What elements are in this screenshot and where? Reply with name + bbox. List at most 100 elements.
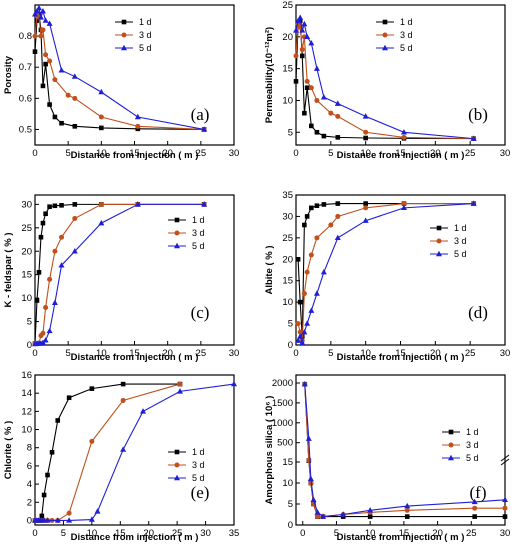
data-point (314, 509, 321, 515)
y-tick-label: 1000 (272, 418, 293, 429)
y-axis-title: Albite ( % ) (264, 245, 275, 294)
data-point (72, 124, 78, 129)
panel-label: (c) (191, 303, 210, 322)
x-axis-title: Distance from injection ( m ) (71, 352, 199, 363)
x-tick-label: 0 (293, 148, 298, 159)
data-point (231, 380, 237, 387)
legend-label: 5 d (192, 241, 205, 251)
legend-label: 1 d (192, 447, 205, 457)
data-point (52, 77, 58, 83)
x-tick-label: 25 (196, 148, 207, 159)
data-point (94, 508, 101, 514)
data-point (309, 123, 314, 129)
data-point (328, 222, 334, 228)
data-point (401, 201, 407, 207)
data-point (293, 53, 299, 59)
x-axis-title: Distance from injection ( m ) (337, 352, 465, 363)
data-point (502, 514, 508, 519)
series-3d (295, 201, 477, 344)
y-tick-label: 35 (282, 190, 293, 201)
data-point (40, 27, 46, 33)
legend-label: 5 d (192, 473, 205, 483)
data-point (314, 129, 320, 135)
x-tick-label: 35 (229, 528, 240, 539)
x-tick-label: 20 (432, 528, 443, 539)
legend-marker (436, 225, 442, 231)
y-tick-label: 0 (288, 340, 293, 351)
data-point (297, 299, 303, 305)
panel-e: 0 5 10 15 20 25 30 35 0 2 4 6 8 10 12 14 16 Distance from… (3, 370, 239, 543)
x-tick-label: 20 (162, 348, 173, 359)
data-point (36, 270, 42, 275)
x-tick-label: 5 (66, 348, 71, 359)
data-point (321, 202, 327, 207)
x-tick-label: 15 (399, 528, 410, 539)
data-point (120, 446, 127, 452)
legend: 1 d 3 d 5 d (168, 447, 205, 483)
legend-label: 1 d (139, 17, 152, 27)
series-3d (293, 21, 477, 142)
data-point (400, 129, 407, 135)
plot-frame (295, 374, 506, 526)
legend-label: 3 d (192, 228, 205, 238)
x-tick-label: 30 (229, 348, 240, 359)
data-point (363, 129, 369, 135)
x-tick-label: 0 (32, 348, 37, 359)
legend-marker (382, 44, 388, 51)
data-point (295, 17, 302, 24)
data-point (304, 320, 311, 326)
data-point (302, 222, 307, 228)
legend-marker (174, 474, 180, 481)
data-point (51, 299, 58, 306)
data-point (310, 496, 317, 502)
data-point (35, 4, 42, 11)
data-point (305, 435, 312, 441)
data-point (314, 97, 320, 103)
legend-label: 5 d (400, 43, 413, 53)
y-tick-label: 15 (21, 270, 32, 281)
y-tick-label: 16 (21, 370, 32, 381)
data-point (58, 262, 65, 268)
data-point (315, 514, 321, 520)
data-point (363, 205, 369, 211)
data-point (301, 380, 308, 387)
legend-marker (174, 217, 180, 223)
legend-label: 3 d (400, 30, 413, 40)
legend-marker (174, 230, 180, 236)
legend: 1 d 3 d 5 d (168, 215, 205, 251)
data-point (45, 472, 50, 478)
x-tick-label: 0 (32, 528, 37, 539)
y-tick-label: 0.6 (19, 93, 32, 104)
y-axis-title: Amorphous silica ( 10⁶ ) (264, 396, 275, 505)
x-tick-label: 15 (129, 148, 140, 159)
data-point (470, 135, 477, 141)
data-point (135, 123, 141, 129)
data-point (308, 252, 314, 258)
data-point (39, 513, 45, 519)
data-point (98, 114, 104, 120)
y-tick-label: 2 (27, 497, 32, 508)
data-point (33, 8, 40, 14)
x-tick-label: 10 (96, 148, 107, 159)
panel-a: 0 5 10 15 20 25 30 0.5 0.6 0.7 0.8 Distance from in… (3, 4, 239, 161)
data-point (52, 203, 58, 209)
data-point (40, 220, 46, 226)
data-point (177, 381, 183, 387)
data-point (42, 17, 49, 23)
x-tick-label: 15 (395, 348, 406, 359)
data-point (308, 39, 315, 46)
x-tick-label: 20 (162, 148, 173, 159)
data-point (43, 211, 48, 217)
data-point (42, 337, 49, 343)
data-point (363, 135, 368, 141)
data-point (66, 517, 73, 523)
y-axis-title: Porosity (3, 55, 14, 94)
legend-label: 1 d (466, 427, 479, 437)
legend-label: 5 d (139, 43, 152, 53)
y-tick-label: 6 (27, 461, 32, 472)
legend-marker (436, 238, 442, 244)
legend-label: 5 d (454, 249, 467, 259)
data-point (66, 510, 72, 516)
y-axis-title: Chlorite ( % ) (3, 421, 14, 480)
data-point (297, 333, 304, 339)
